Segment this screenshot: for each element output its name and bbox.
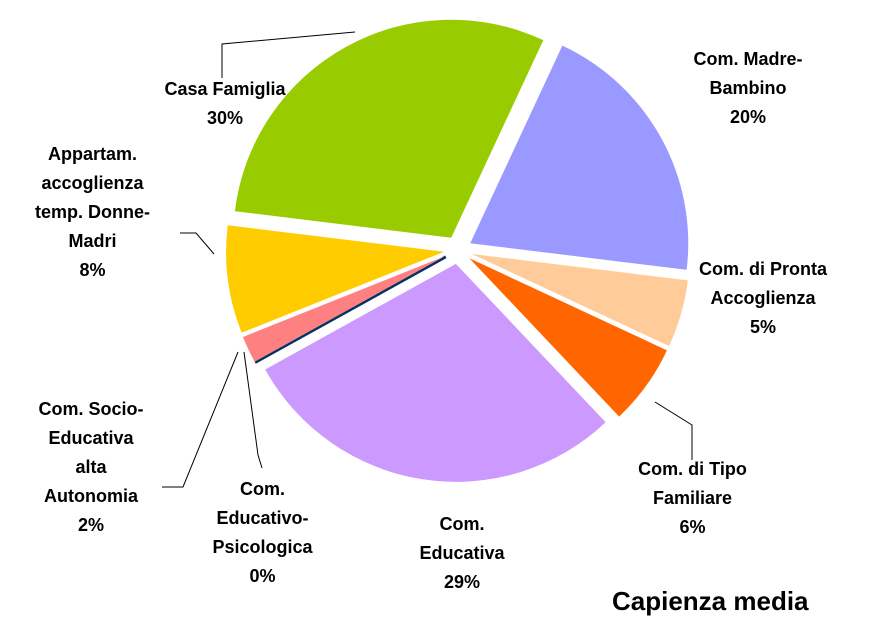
category-label: Com. Educativo-Psicologica [212, 479, 313, 557]
leader-line [221, 31, 356, 78]
leader-line [654, 401, 693, 460]
pie-slice [234, 19, 544, 238]
leader-line [180, 232, 215, 255]
pie-slice [265, 263, 606, 482]
pie-slice [226, 225, 445, 333]
value-label: 8% [79, 260, 106, 280]
pie-slice [242, 256, 446, 362]
value-label: 0% [249, 566, 276, 586]
category-label: Com. Madre-Bambino [693, 49, 803, 98]
data-label: Com. di Tipo Familiare 6% [610, 455, 775, 542]
data-label: Com. Madre-Bambino 20% [668, 45, 828, 132]
pie-slice [471, 253, 688, 346]
value-label: 20% [729, 107, 767, 127]
leader-line [162, 351, 239, 488]
category-label: Casa Famiglia [164, 79, 286, 99]
leader-line [243, 351, 263, 469]
category-label: Com. Educativa [419, 514, 505, 563]
pie-slice [470, 45, 689, 270]
chart-title: Capienza media [612, 586, 809, 616]
data-label: Appartam. accoglienza temp. Donne-Madri 8… [15, 140, 170, 285]
value-label: 29% [443, 572, 481, 592]
category-label: Appartam. accoglienza temp. Donne-Madri [35, 144, 150, 251]
data-label: Com. Socio-Educativa alta Autonomia 2% [32, 395, 150, 540]
value-label: 5% [749, 317, 776, 337]
data-label: Com. Educativo-Psicologica 0% [205, 475, 320, 591]
category-label: Com. di Pronta Accoglienza [698, 259, 827, 308]
pie-slice [469, 258, 667, 417]
data-label: Casa Famiglia 30% [130, 75, 320, 133]
value-label: 2% [77, 515, 104, 535]
data-label: Com. Educativa 29% [412, 510, 512, 597]
value-label: 30% [206, 108, 244, 128]
data-label: Com. di Pronta Accoglienza 5% [698, 255, 828, 342]
category-label: Com. di Tipo Familiare [638, 459, 747, 508]
value-label: 6% [679, 517, 706, 537]
category-label: Com. Socio-Educativa alta Autonomia [38, 399, 144, 506]
